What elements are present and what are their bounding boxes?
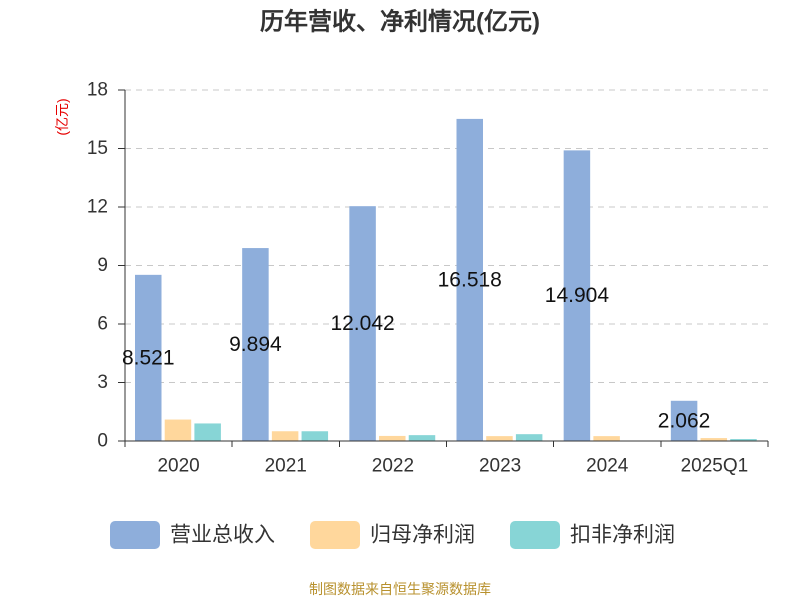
y-tick-label: 18	[87, 80, 108, 101]
legend-label: 归母净利润	[370, 524, 475, 547]
bar-2-2023	[486, 436, 513, 441]
bar-2-2022	[379, 435, 406, 441]
bar-1-2025Q1	[670, 400, 698, 441]
x-tick-label: 2024	[586, 456, 629, 477]
grid-lines	[125, 89, 768, 383]
bar-1-2022	[349, 206, 376, 441]
bar-1-2023	[456, 118, 483, 442]
y-tick-label: 6	[97, 314, 108, 335]
data-label: 9.894	[229, 333, 282, 356]
data-label: 8.521	[122, 346, 175, 369]
x-tick-label: 2022	[372, 456, 414, 477]
axes: 0 3 6 9 12 15 18 2020 2021 2022 2023 2024 2025Q1	[87, 80, 769, 477]
data-label: 16.518	[438, 268, 502, 291]
bar-1-2021	[242, 248, 269, 441]
bar-2-2020	[164, 419, 192, 441]
bar-2-2024	[593, 436, 620, 441]
y-tick-label: 9	[97, 255, 108, 276]
y-tick-label: 3	[97, 372, 108, 393]
bar-3-2021	[301, 431, 329, 441]
x-tick-label: 2025Q1	[681, 456, 749, 477]
y-tick-label: 0	[97, 431, 108, 452]
bar-3-2020	[194, 423, 221, 441]
legend: 营业总收入 归母净利润 扣非净利润	[110, 521, 675, 549]
legend-swatch	[110, 521, 160, 549]
bars	[135, 118, 757, 442]
y-axis-label: (亿元)	[54, 98, 70, 135]
bar-3-2023	[515, 434, 543, 441]
bar-1-2024	[563, 150, 591, 441]
source-footer: 制图数据来自恒生聚源数据库	[309, 581, 491, 597]
legend-label: 营业总收入	[170, 524, 275, 547]
x-tick-label: 2023	[479, 456, 521, 477]
chart-title: 历年营收、净利情况(亿元)	[260, 8, 540, 36]
x-tick-label: 2020	[157, 456, 199, 477]
data-label: 12.042	[330, 312, 394, 335]
legend-swatch	[310, 521, 360, 549]
data-labels: 8.521 9.894 12.042 16.518 14.904 2.062	[122, 268, 710, 432]
legend-item[interactable]: 归母净利润	[310, 521, 475, 549]
bar-2-2025Q1	[700, 438, 728, 441]
data-label: 14.904	[545, 284, 610, 307]
legend-item[interactable]: 营业总收入	[110, 521, 275, 549]
y-tick-label: 15	[87, 138, 108, 159]
bar-1-2020	[135, 274, 162, 441]
legend-label: 扣非净利润	[570, 524, 675, 547]
y-tick-label: 12	[87, 197, 108, 218]
legend-item[interactable]: 扣非净利润	[510, 521, 675, 549]
bar-2-2021	[271, 431, 299, 441]
bar-3-2022	[408, 435, 436, 441]
bar-3-2025Q1	[730, 439, 757, 441]
data-label: 2.062	[658, 409, 711, 432]
legend-swatch	[510, 521, 560, 549]
x-tick-label: 2021	[265, 456, 307, 477]
